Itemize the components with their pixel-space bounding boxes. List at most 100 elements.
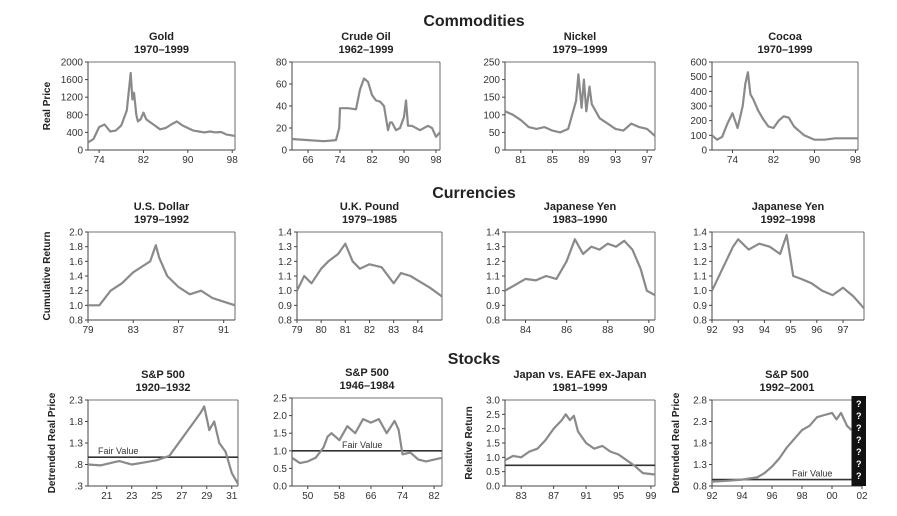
chart-subtitle: 1962–1999 [338, 44, 393, 56]
chart-title: U.K. Pound [340, 201, 399, 213]
x-tick-label: 29 [201, 491, 213, 502]
y-tick-label: 40 [276, 102, 288, 113]
x-tick-label: 98 [430, 155, 442, 166]
x-tick-label: 81 [515, 155, 527, 166]
question-mark: ? [856, 411, 862, 421]
x-tick-label: 74 [727, 155, 739, 166]
y-tick-label: 3.0 [486, 396, 500, 407]
x-tick-label: 96 [766, 491, 778, 502]
y-tick-label: 1.1 [278, 272, 292, 283]
y-tick-label: 0 [77, 146, 83, 157]
y-tick-label: 500 [690, 72, 707, 83]
y-tick-label: 2.5 [486, 410, 500, 421]
chart-title: U.S. Dollar [134, 201, 190, 213]
x-tick-label: 82 [429, 491, 441, 502]
chart-subtitle: 1979–1985 [342, 214, 397, 226]
y-tick-label: 2.3 [693, 417, 707, 428]
y-tick-label: 0.8 [693, 316, 707, 327]
x-tick-label: 66 [365, 491, 377, 502]
x-tick-label: 25 [151, 491, 163, 502]
x-tick-label: 74 [397, 491, 409, 502]
x-tick-label: 98 [227, 155, 239, 166]
y-tick-label: 800 [66, 110, 83, 121]
y-tick-label: 0 [281, 146, 287, 157]
y-tick-label: 1.4 [693, 228, 707, 239]
x-tick-label: 97 [642, 155, 654, 166]
x-tick-label: 83 [516, 491, 528, 502]
chart-subtitle: 1981–1999 [552, 382, 607, 394]
y-axis-label: Relative Return [464, 406, 475, 479]
y-tick-label: 150 [483, 93, 500, 104]
y-tick-label: 2.0 [69, 228, 83, 239]
series-line [87, 71, 236, 144]
y-tick-label: 2.3 [69, 396, 83, 407]
x-tick-label: 93 [733, 325, 745, 336]
y-tick-label: 1.0 [69, 301, 83, 312]
x-tick-label: 97 [837, 325, 849, 336]
series-line [291, 77, 441, 143]
y-tick-label: 1.3 [278, 242, 292, 253]
y-tick-label: 1.3 [693, 242, 707, 253]
x-tick-label: 90 [643, 325, 655, 336]
chart-subtitle: 1992–2001 [759, 382, 814, 394]
question-mark: ? [856, 399, 862, 409]
x-tick-label: 94 [736, 491, 748, 502]
series-line [296, 242, 443, 298]
x-tick-label: 82 [366, 155, 378, 166]
y-tick-label: 1.8 [69, 242, 83, 253]
y-tick-label: 250 [483, 58, 500, 69]
y-tick-label: 400 [690, 87, 707, 98]
chart-subtitle: 1946–1984 [339, 380, 395, 392]
x-tick-label: 58 [334, 491, 346, 502]
x-tick-label: 74 [334, 155, 346, 166]
y-tick-label: 0.8 [69, 316, 83, 327]
chart-title: Japan vs. EAFE ex-Japan [513, 369, 647, 381]
y-axis-label-commodities: Real Price [42, 81, 53, 130]
section-title-currencies: Currencies [432, 185, 516, 202]
question-mark: ? [856, 447, 862, 457]
chart-subtitle: 1992–1998 [760, 214, 815, 226]
y-tick-label: 100 [690, 131, 707, 142]
x-tick-label: 82 [138, 155, 150, 166]
question-mark: ? [856, 423, 862, 433]
x-tick-label: 02 [856, 491, 868, 502]
x-tick-label: 81 [340, 325, 352, 336]
y-tick-label: 1200 [61, 93, 84, 104]
y-tick-label: 0.5 [486, 467, 500, 478]
y-tick-label: 1.0 [486, 453, 500, 464]
y-tick-label: 1.3 [486, 242, 500, 253]
y-tick-label: 0.9 [693, 301, 707, 312]
x-tick-label: 89 [578, 155, 590, 166]
y-tick-label: 1.1 [486, 272, 500, 283]
chart-title: S&P 500 [345, 367, 389, 379]
y-axis-label-currencies: Cumulative Return [42, 232, 53, 321]
x-tick-label: 79 [82, 325, 94, 336]
y-tick-label: 1.0 [486, 286, 500, 297]
chart-title: S&P 500 [141, 369, 185, 381]
y-tick-label: 20 [276, 124, 288, 135]
y-tick-label: 0 [494, 146, 500, 157]
series-line [504, 238, 656, 297]
x-tick-label: 84 [520, 325, 532, 336]
x-tick-label: 82 [364, 325, 376, 336]
x-tick-label: 91 [581, 491, 593, 502]
x-tick-label: 87 [548, 491, 560, 502]
fair-value-label: Fair Value [342, 440, 382, 450]
y-tick-label: 1.4 [69, 272, 83, 283]
y-tick-label: .8 [75, 460, 84, 471]
x-tick-label: 00 [826, 491, 838, 502]
x-tick-label: 88 [602, 325, 614, 336]
y-tick-label: 1.8 [69, 417, 83, 428]
x-tick-label: 95 [785, 325, 797, 336]
x-tick-label: 27 [176, 491, 188, 502]
series-line [504, 73, 656, 137]
y-tick-label: 0 [701, 146, 707, 157]
x-tick-label: 50 [302, 491, 314, 502]
chart-title: Crude Oil [341, 31, 391, 43]
y-tick-label: 1.0 [278, 286, 292, 297]
x-tick-label: 91 [218, 325, 230, 336]
series-line [711, 411, 853, 483]
